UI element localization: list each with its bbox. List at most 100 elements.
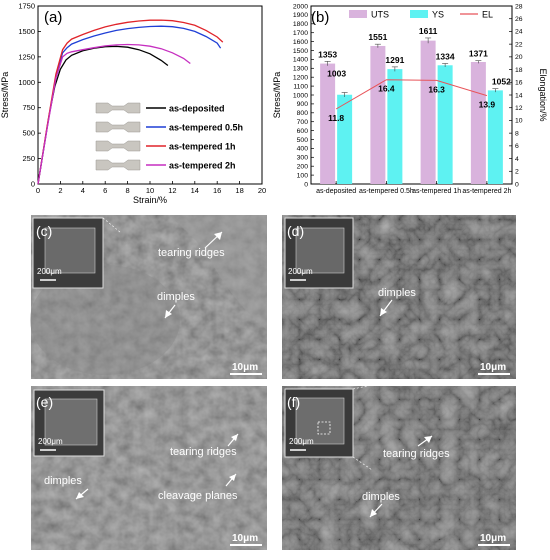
panel-b-y-tick-label: 1400 [293,57,308,64]
panel-b-y-tick-label: 1600 [293,39,308,46]
panel-b-category-label: as-tempered 2h [462,188,511,195]
panel-a-y-axis-label: Stress/MPa [0,72,10,119]
panel-b-ys-value-label: 1003 [327,69,346,79]
panel-b-y-tick-label: 300 [297,155,309,162]
panel-b-uts-value-label: 1353 [318,49,337,59]
panel-b-category-label: as-tempered 1h [412,188,461,195]
panel-b-bar-ys [387,69,403,184]
panel-b-legend-label: UTS [371,10,389,20]
panel-b-el-value-label: 11.8 [328,113,344,123]
micrograph-e-scale: 10μm [232,533,258,544]
micrograph-c-inset-scale: 200μm [37,267,62,276]
panel-a-legend-label: as-tempered 2h [169,161,236,171]
panel-a-series-line-2 [37,25,222,185]
micrograph-c-scale: 10μm [232,362,258,373]
panel-b-el-line [335,79,488,110]
specimen-icon [95,140,141,152]
panel-b-ys-value-label: 1291 [385,55,404,65]
panel-a-series-line-4 [37,43,191,185]
panel-b-y2-tick-label: 0 [515,181,519,188]
panel-b-el-value-label: 16.4 [378,84,395,94]
panel-b-el-value-label: 13.9 [479,100,496,110]
panel-b-category-label: as-deposited [316,188,356,195]
panel-b-y-tick-label: 1000 [293,92,308,99]
micrograph-d-scale: 10μm [480,362,506,373]
panel-a-y-tick-label: 1500 [18,27,35,36]
panel-a-y-tick-label: 750 [22,103,35,112]
specimen-icon [95,121,141,133]
panel-a-y-tick-label: 1750 [18,2,35,11]
panel-b-y-tick-label: 1800 [293,21,308,28]
panel-b-y-tick-label: 100 [297,172,309,179]
panel-b-y2-tick-label: 12 [515,105,523,112]
panel-a-label: (a) [44,9,62,26]
panel-b-y2-tick-label: 16 [515,80,523,87]
panel-a-x-tick-label: 14 [191,186,199,195]
panel-a-legend: as-deposited as-tempered 0.5h as-tempered … [95,102,243,171]
panel-b-category-label: as-tempered 0.5h [359,188,414,195]
panel-b-y2-axis-label: Elongation/% [538,68,548,121]
panel-b-bar-ys [337,94,353,184]
panel-b-y2-tick-label: 24 [515,29,523,36]
panel-b-y-tick-label: 900 [297,101,309,108]
panel-b-y-tick-label: 1700 [293,30,308,37]
panel-b-bar-uts [320,63,336,184]
micrograph-e-label-3: cleavage planes [158,490,238,502]
panel-b-y2-tick-label: 26 [515,16,523,23]
panel-f-label: (f) [287,394,300,410]
micrograph-f: 200μm (f) tearing ridges dimples 10μm [282,384,516,550]
panel-b-bar-uts [420,40,436,184]
panel-b-y2-tick-label: 18 [515,67,523,74]
panel-b-legend-swatch [349,10,367,18]
panel-a-x-tick-label: 4 [81,186,85,195]
specimen-icon [95,102,141,114]
panel-b-y-tick-label: 1300 [293,66,308,73]
panel-b-y2-tick-label: 4 [515,156,519,163]
panel-b-y2-tick-label: 28 [515,3,523,10]
panel-b-ys-value-label: 1334 [436,51,455,61]
panel-a-y-tick-label: 250 [22,154,35,163]
panel-d-label: (d) [287,223,304,239]
panel-b-y-tick-label: 1900 [293,12,308,19]
panel-e-label: (e) [36,394,53,410]
panel-a-x-tick-label: 0 [36,186,40,195]
panel-b-y-tick-label: 500 [297,137,309,144]
panel-a-x-tick-label: 20 [258,186,266,195]
panel-b-bar-uts [370,45,386,184]
panel-a-x-tick-label: 12 [168,186,176,195]
panel-a-legend-label: as-tempered 1h [169,142,236,152]
panel-a-y-tick-label: 0 [31,180,35,189]
panel-b-y-tick-label: 2000 [293,3,308,10]
panel-a-y-tick-label: 1000 [18,78,35,87]
panel-b-y-tick-label: 800 [297,110,309,117]
panel-b-y-tick-label: 400 [297,146,309,153]
micrograph-d-label-1: dimples [378,287,416,299]
panel-b-uts-value-label: 1611 [419,26,438,36]
micrograph-c-label-2: dimples [157,291,195,303]
panel-b-bar-uts [470,61,486,184]
panel-b-y-tick-label: 700 [297,119,309,126]
panel-b-legend-label: YS [432,10,444,20]
panel-b-y-tick-label: 0 [304,181,308,188]
panel-b-legend-label: EL [482,10,493,20]
micrograph-d-inset-scale: 200μm [288,267,313,276]
panel-c-label: (c) [36,223,52,239]
panel-a-legend-label: as-deposited [169,104,225,114]
panel-b-y2-tick-label: 8 [515,130,519,137]
panel-b-y-tick-label: 200 [297,164,309,171]
panel-b-y2-tick-label: 22 [515,41,523,48]
panel-a-x-tick-label: 16 [213,186,221,195]
micrograph-e-inset-scale: 200μm [38,437,63,446]
panel-a-x-tick-label: 10 [146,186,154,195]
panel-b-y2-tick-label: 14 [515,92,523,99]
panel-a-y-tick-label: 500 [22,129,35,138]
panel-a-legend-label: as-tempered 0.5h [169,123,243,133]
panel-a-x-tick-label: 2 [58,186,62,195]
micrograph-e-label-2: dimples [44,475,82,487]
panel-b-bar-ys [437,65,453,184]
panel-b-y-tick-label: 1100 [293,83,308,90]
panel-b-y2-tick-label: 2 [515,169,519,176]
panel-a-series-line-3 [37,19,224,185]
